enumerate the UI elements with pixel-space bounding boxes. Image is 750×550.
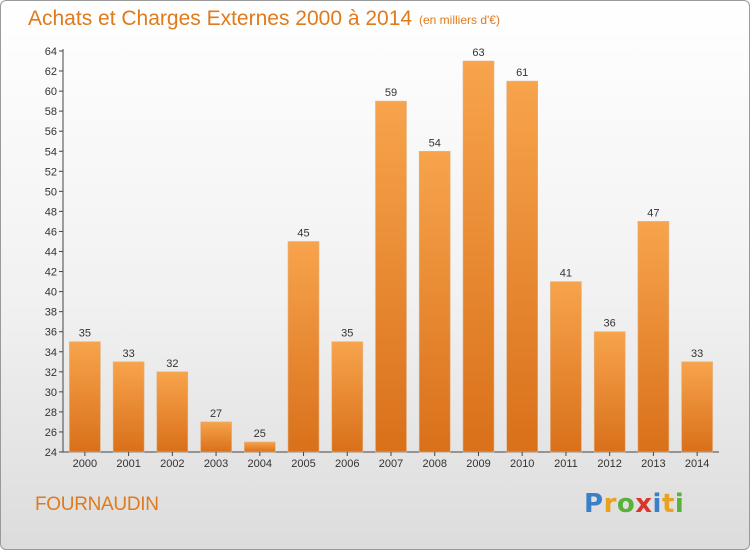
y-tick-label: 62	[45, 66, 57, 78]
bar	[506, 80, 539, 453]
bar	[287, 241, 320, 453]
bar	[462, 60, 495, 453]
y-tick-label: 54	[45, 146, 57, 158]
x-tick-label: 2008	[422, 458, 446, 470]
logo-letter: x	[635, 489, 653, 519]
bar	[112, 361, 145, 453]
data-label: 33	[122, 348, 134, 360]
y-tick-label: 50	[45, 186, 57, 198]
x-tick-label: 2004	[248, 458, 272, 470]
bar	[418, 151, 451, 453]
logo-letter: o	[616, 489, 636, 519]
data-label: 27	[210, 408, 222, 420]
y-tick-label: 52	[45, 166, 57, 178]
y-tick-label: 44	[45, 247, 57, 259]
y-tick-label: 24	[45, 447, 57, 459]
y-tick-label: 60	[45, 86, 57, 98]
y-tick-label: 28	[45, 407, 57, 419]
y-tick-label: 34	[45, 347, 57, 359]
bar	[200, 421, 232, 453]
x-tick-label: 2006	[335, 458, 359, 470]
x-tick-label: 2013	[641, 458, 665, 470]
x-tick-label: 2003	[204, 458, 228, 470]
chart-title: Achats et Charges Externes 2000 à 2014	[28, 7, 413, 30]
bar	[156, 371, 189, 453]
y-tick-label: 40	[45, 287, 57, 299]
data-label: 47	[647, 207, 659, 219]
proxiti-logo: Proxiti	[584, 489, 684, 519]
x-tick-label: 2011	[554, 458, 578, 470]
y-tick-label: 42	[45, 267, 57, 279]
logo-letter: t	[661, 489, 675, 519]
place-name: FOURNAUDIN	[35, 494, 159, 515]
data-label: 59	[385, 87, 397, 99]
x-tick-label: 2007	[379, 458, 403, 470]
y-tick-label: 32	[45, 367, 57, 379]
x-tick-label: 2014	[685, 458, 709, 470]
x-tick-label: 2005	[291, 458, 315, 470]
bar	[637, 221, 670, 453]
y-tick-label: 56	[45, 126, 57, 138]
x-tick-label: 2000	[73, 458, 97, 470]
y-tick-label: 36	[45, 327, 57, 339]
x-tick-label: 2010	[510, 458, 534, 470]
y-tick-label: 30	[45, 387, 57, 399]
bar	[593, 331, 626, 453]
data-label: 35	[79, 328, 91, 340]
data-label: 61	[516, 67, 528, 79]
data-label: 41	[560, 268, 572, 280]
y-tick-label: 48	[45, 206, 57, 218]
data-label: 54	[429, 137, 441, 149]
data-label: 63	[472, 47, 484, 59]
x-tick-label: 2002	[160, 458, 184, 470]
bar	[681, 361, 713, 453]
logo-letter: i	[652, 489, 662, 519]
chart-subtitle: (en milliers d'€)	[419, 13, 500, 27]
data-label: 25	[254, 428, 266, 440]
y-tick-label: 64	[45, 46, 57, 58]
logo-letter: r	[603, 489, 617, 519]
bar	[244, 441, 276, 453]
y-tick-label: 58	[45, 106, 57, 118]
data-label: 36	[604, 318, 616, 330]
bar	[331, 341, 364, 453]
y-tick-label: 46	[45, 226, 57, 238]
bar	[69, 341, 101, 453]
data-label: 45	[297, 228, 309, 240]
y-tick-label: 26	[45, 427, 57, 439]
x-tick-label: 2012	[597, 458, 621, 470]
y-tick-label: 38	[45, 307, 57, 319]
x-tick-label: 2001	[116, 458, 140, 470]
data-label: 32	[166, 358, 178, 370]
data-label: 35	[341, 328, 353, 340]
logo-letter: i	[674, 489, 685, 519]
data-label: 33	[691, 348, 703, 360]
logo-letter: P	[584, 489, 604, 519]
bar	[550, 281, 582, 453]
x-tick-label: 2009	[466, 458, 490, 470]
bar	[375, 100, 407, 453]
